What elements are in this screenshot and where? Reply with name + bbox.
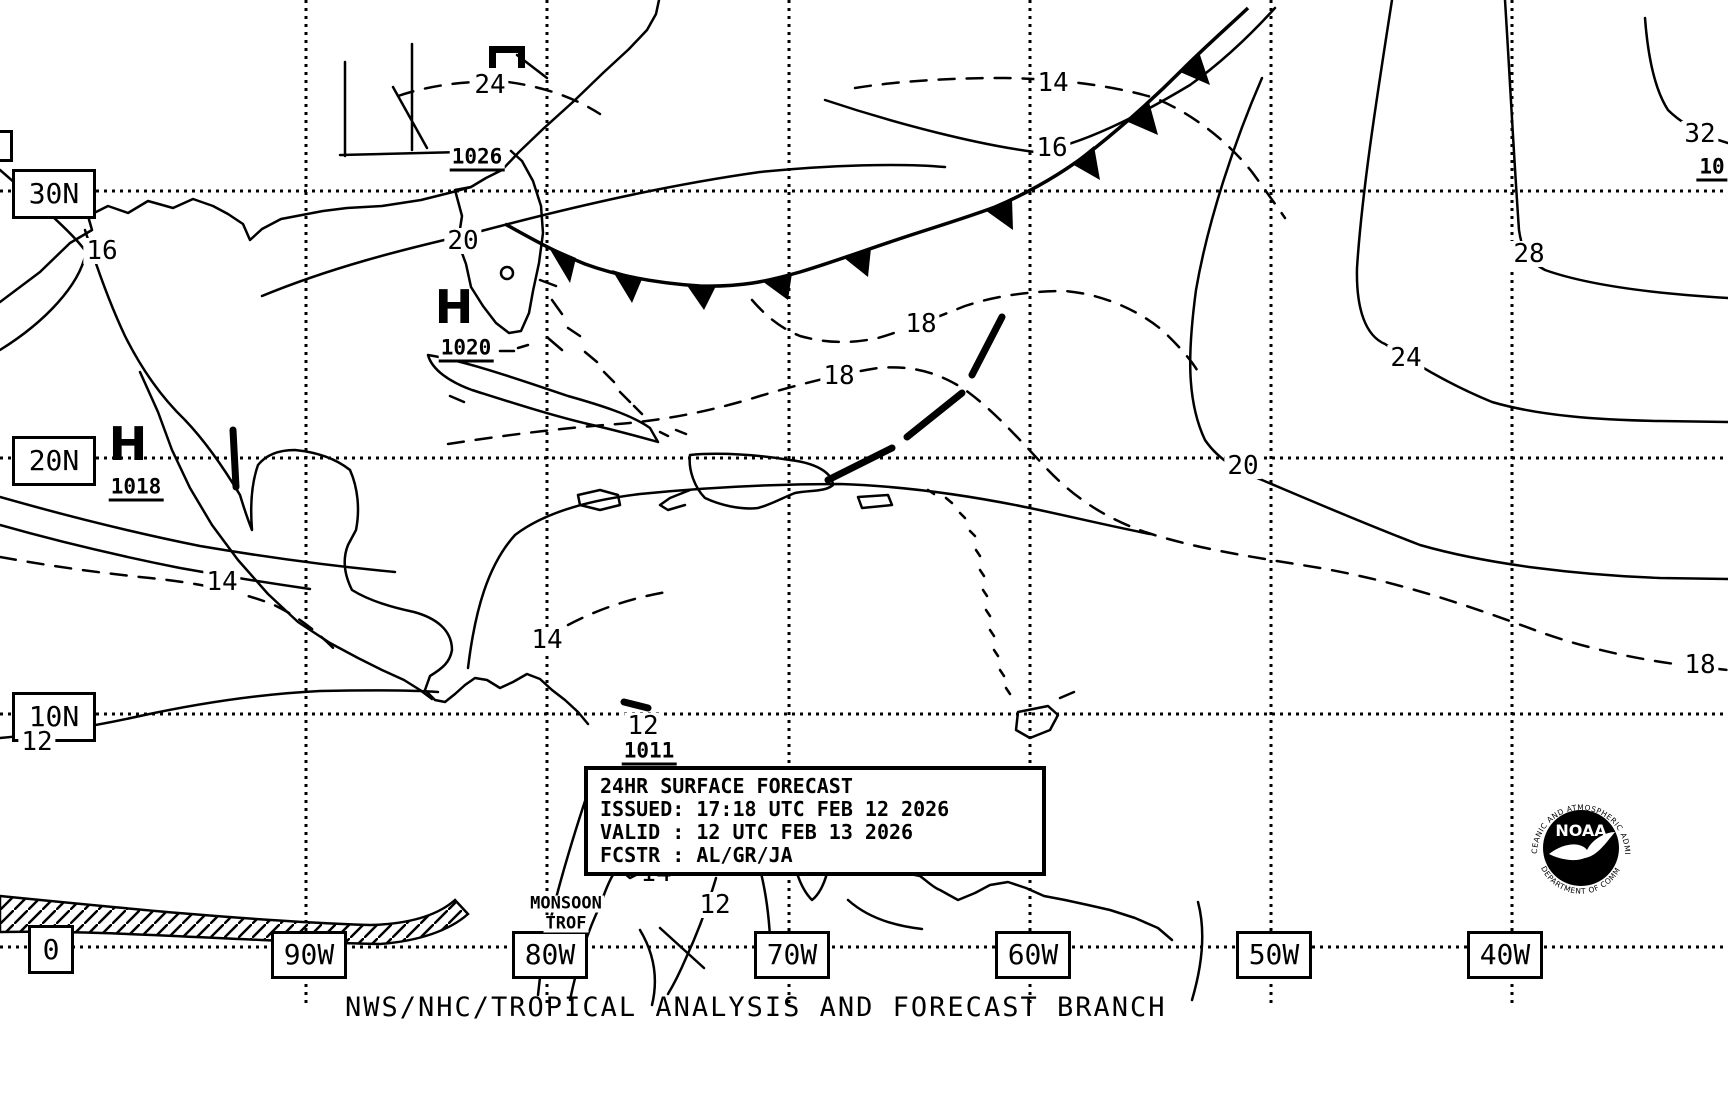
contour-label: 12 — [18, 729, 56, 755]
forecast-info-box: 24HR SURFACE FORECAST ISSUED: 17:18 UTC … — [584, 766, 1046, 876]
lat-label-20n: 20N — [12, 436, 96, 486]
contour-label: 12 — [696, 892, 734, 918]
edge-partial-box — [0, 130, 13, 162]
info-title: 24HR SURFACE FORECAST — [600, 774, 853, 798]
pressure-value-partial-10: 10 — [1696, 156, 1728, 182]
contour-label: 14 — [528, 627, 566, 653]
contour-label: 14 — [203, 569, 241, 595]
contour-label: 16 — [1033, 135, 1071, 161]
high-symbol-partial — [489, 46, 525, 68]
contour-label: 18 — [902, 311, 940, 337]
contour-label: 18 — [820, 363, 858, 389]
contour-label: 32 — [1681, 121, 1719, 147]
lon-label-60w: 60W — [995, 931, 1071, 979]
contour-label: 20 — [1224, 453, 1262, 479]
contour-label: 14 — [1034, 70, 1072, 96]
branch-title: NWS/NHC/TROPICAL ANALYSIS AND FORECAST B… — [345, 992, 1167, 1023]
info-issued: ISSUED: 17:18 UTC FEB 12 2026 — [600, 797, 950, 821]
lon-label-70w: 70W — [754, 931, 830, 979]
lon-label-50w: 50W — [1236, 931, 1312, 979]
monsoon-trof-label-line2: TROF — [543, 913, 589, 934]
lat-label-30n: 30N — [12, 169, 96, 219]
contour-label: 20 — [444, 228, 482, 254]
contour-label: 24 — [471, 72, 509, 98]
pressure-value-1011: 1011 — [621, 740, 677, 766]
contour-label: 28 — [1510, 241, 1548, 267]
lat-label-0: 0 — [28, 925, 74, 974]
monsoon-trof-label-line1: MONSOON — [528, 893, 604, 914]
cold-front-triangles — [548, 52, 1210, 310]
info-fcstr: FCSTR : AL/GR/JA — [600, 843, 793, 867]
info-valid: VALID : 12 UTC FEB 13 2026 — [600, 820, 914, 844]
pressure-value-1020: 1020 — [438, 337, 494, 363]
pressure-value-1026: 1026 — [449, 146, 505, 172]
pressure-value-1018: 1018 — [108, 476, 164, 502]
lon-label-90w: 90W — [271, 931, 347, 979]
coastlines — [0, 0, 1204, 1007]
lon-label-40w: 40W — [1467, 931, 1543, 979]
trough-axes — [229, 313, 1006, 712]
lon-label-80w: 80W — [512, 931, 588, 979]
high-symbol: H — [108, 417, 148, 471]
contour-label: 12 — [624, 713, 662, 739]
contour-label: 16 — [83, 238, 121, 264]
itcz-hatched-band — [0, 894, 470, 946]
contour-label: 18 — [1681, 652, 1719, 678]
noaa-seagull-icon — [1549, 832, 1615, 861]
cold-front — [504, 6, 1250, 310]
noaa-logo: NOAA NATIONAL OCEANIC AND ATMOSPHERIC AD… — [1528, 795, 1634, 901]
noaa-logo-text: NOAA — [1555, 821, 1607, 840]
high-symbol: H — [434, 280, 474, 334]
contour-label: 24 — [1387, 345, 1425, 371]
